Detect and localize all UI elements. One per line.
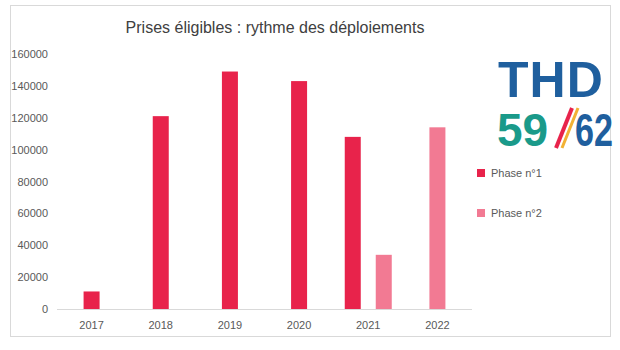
bar [345, 137, 361, 309]
logo-top: THD [498, 52, 604, 108]
y-tick-label: 160000 [11, 48, 48, 60]
chart-title: Prises éligibles : rythme des déploiemen… [126, 19, 425, 36]
legend-label: Phase n°1 [491, 167, 542, 179]
tick-mark [54, 213, 57, 214]
y-tick-label: 80000 [17, 176, 48, 188]
x-tick-label: 2021 [356, 319, 380, 331]
y-tick-label: 120000 [11, 112, 48, 124]
x-axis-line [57, 309, 472, 310]
chart-frame [11, 6, 611, 337]
bar [84, 291, 100, 309]
bar [291, 81, 307, 309]
x-tick-label: 2019 [218, 319, 242, 331]
tick-mark [54, 277, 57, 278]
chart-container: Prises éligibles : rythme des déploiemen… [0, 0, 620, 350]
x-tick-label: 2020 [287, 319, 311, 331]
y-tick-label: 100000 [11, 144, 48, 156]
chart-svg: Prises éligibles : rythme des déploiemen… [0, 0, 620, 350]
legend-swatch [477, 209, 485, 217]
bar [153, 116, 169, 309]
tick-mark [54, 309, 57, 310]
tick-mark [54, 149, 57, 150]
y-axis: 0 20000 40000 60000 80000 100000 120000 140000 1… [11, 48, 57, 315]
logo-right: 62 [575, 104, 613, 156]
legend-label: Phase n°2 [491, 207, 542, 219]
logo: THD59 62 [497, 52, 613, 156]
bars [84, 72, 446, 309]
bar [429, 127, 445, 309]
tick-mark [54, 245, 57, 246]
x-tick-label: 2022 [425, 319, 449, 331]
bar [376, 255, 392, 309]
x-tick-label: 2018 [149, 319, 173, 331]
tick-mark [54, 54, 57, 55]
bar [222, 72, 238, 309]
y-tick-label: 20000 [17, 271, 48, 283]
x-tick-label: 2017 [79, 319, 103, 331]
legend-swatch [477, 169, 485, 177]
logo-left: 59 [497, 104, 548, 156]
y-tick-label: 40000 [17, 239, 48, 251]
y-tick-label: 60000 [17, 207, 48, 219]
legend: Phase n°1 Phase n°2 [477, 167, 542, 219]
y-tick-label: 0 [42, 303, 48, 315]
tick-mark [54, 117, 57, 118]
tick-mark [54, 181, 57, 182]
y-tick-label: 140000 [11, 80, 48, 92]
tick-mark [54, 85, 57, 86]
